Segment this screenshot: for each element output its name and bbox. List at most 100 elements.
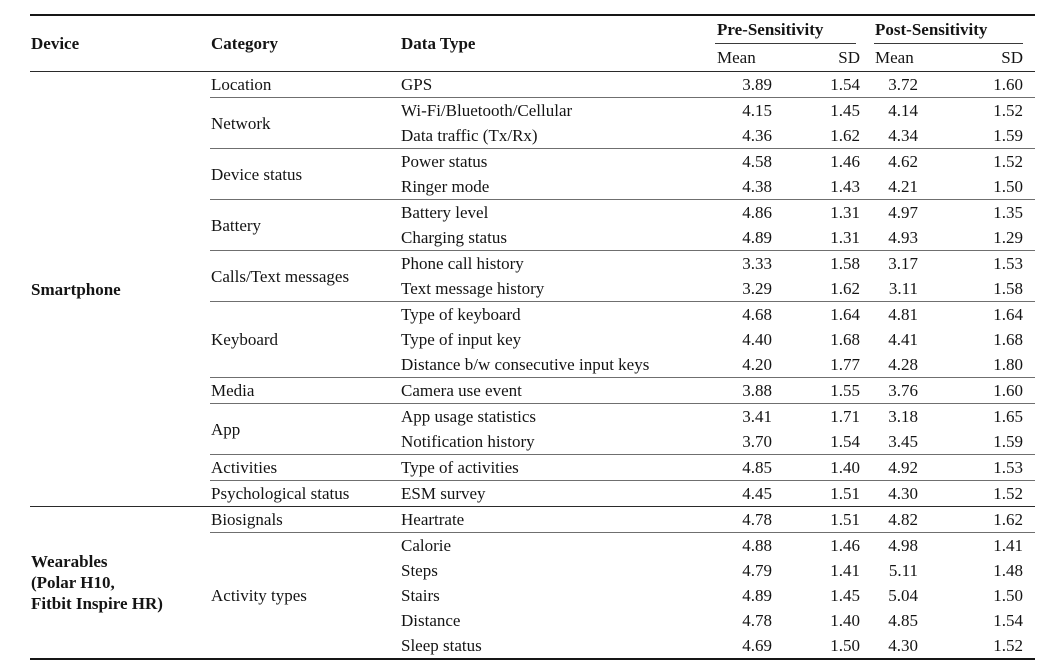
post-mean-cell: 4.85 <box>888 611 918 630</box>
table-row: Device status Power status 4.58 1.46 4.6… <box>30 148 1036 200</box>
post-sd-cell: 1.59 <box>993 126 1024 145</box>
table-row: Sleep status 4.69 1.50 4.30 1.52 <box>30 633 1035 659</box>
pre-sd-cell: 1.41 <box>830 561 860 580</box>
post-mean-cell: 4.34 <box>888 126 918 145</box>
device-label: Wearables <box>31 552 108 571</box>
post-sd-cell: 1.60 <box>993 75 1024 94</box>
post-sd-cell: 1.52 <box>942 480 1036 507</box>
pre-mean-cell: 4.38 <box>742 177 772 196</box>
category-cell: Location <box>211 75 272 94</box>
post-mean-cell: 4.28 <box>888 355 918 374</box>
pre-mean-cell: 3.70 <box>742 432 772 451</box>
pre-sd-cell: 1.62 <box>830 279 860 298</box>
data-type-cell: Phone call history <box>400 250 715 276</box>
pre-sd-cell: 1.62 <box>830 126 860 145</box>
post-mean-cell: 4.41 <box>888 330 918 349</box>
post-mean-cell: 4.92 <box>862 454 942 481</box>
data-type-cell: Calorie <box>400 532 715 558</box>
pre-sd-cell: 1.31 <box>790 199 862 225</box>
table-row: Ringer mode 4.38 1.43 4.21 1.50 <box>30 174 1035 200</box>
post-sd-cell: 1.53 <box>942 250 1036 276</box>
post-mean-cell: 4.21 <box>888 177 918 196</box>
post-mean-cell: 4.30 <box>862 480 942 507</box>
pre-mean-cell: 4.85 <box>715 454 790 481</box>
table-row: Psychological status ESM survey 4.45 1.5… <box>30 480 1036 507</box>
pre-mean-cell: 3.41 <box>715 403 790 429</box>
data-type-cell: GPS <box>401 75 433 94</box>
pre-mean-cell: 4.78 <box>742 611 772 630</box>
pre-sd-cell: 1.40 <box>790 454 862 481</box>
post-mean-cell: 4.98 <box>862 532 942 558</box>
post-sd-cell: 1.50 <box>993 586 1024 605</box>
post-mean-cell: 4.97 <box>862 199 942 225</box>
device-label: Smartphone <box>31 279 121 299</box>
header-post-sensitivity: Post-Sensitivity <box>862 15 1036 44</box>
post-mean-cell: 3.18 <box>862 403 942 429</box>
table-row: Calls/Text messages Phone call history 3… <box>30 250 1036 302</box>
pre-mean-cell: 4.20 <box>742 355 772 374</box>
data-type-cell: Data traffic (Tx/Rx) <box>401 126 538 145</box>
table-row: Distance 4.78 1.40 4.85 1.54 <box>30 608 1035 633</box>
category-cell: Device status <box>210 148 400 200</box>
data-type-cell: Heartrate <box>400 506 715 533</box>
post-sd-cell: 1.80 <box>993 355 1024 374</box>
header-post-mean: Mean <box>862 44 942 72</box>
post-mean-cell: 5.11 <box>888 561 918 580</box>
pre-sd-cell: 1.46 <box>790 148 862 174</box>
category-cell: App <box>210 403 400 455</box>
pre-sd-cell: 1.54 <box>830 75 860 94</box>
post-sd-cell: 1.52 <box>942 148 1036 174</box>
post-mean-cell: 4.14 <box>862 97 942 123</box>
table-row: Data traffic (Tx/Rx) 4.36 1.62 4.34 1.59 <box>30 123 1035 149</box>
pre-mean-cell: 4.89 <box>742 228 772 247</box>
category-cell: Network <box>210 97 400 149</box>
header-row-stats: Mean SD Mean SD <box>30 44 1036 72</box>
data-type-cell: Steps <box>401 561 438 580</box>
category-cell: Media <box>210 377 400 404</box>
pre-sd-cell: 1.50 <box>830 636 860 655</box>
post-sd-cell: 1.62 <box>942 506 1036 533</box>
post-mean-cell: 3.17 <box>862 250 942 276</box>
post-sd-cell: 1.68 <box>993 330 1024 349</box>
header-device: Device <box>30 15 210 72</box>
data-type-cell: Stairs <box>401 586 440 605</box>
header-row-groups: Device Category Data Type Pre-Sensitivit… <box>30 15 1036 72</box>
data-type-cell: Type of activities <box>400 454 715 481</box>
pre-mean-cell: 3.29 <box>742 279 772 298</box>
pre-mean-cell: 4.45 <box>715 480 790 507</box>
pre-sd-cell: 1.55 <box>790 377 862 404</box>
header-pre-mean: Mean <box>715 44 790 72</box>
sensitivity-table: Device Category Data Type Pre-Sensitivit… <box>30 14 1036 660</box>
pre-sd-cell: 1.43 <box>830 177 860 196</box>
table-row: Steps 4.79 1.41 5.11 1.48 <box>30 558 1035 583</box>
post-mean-cell: 4.82 <box>862 506 942 533</box>
category-cell: Psychological status <box>210 480 400 507</box>
data-type-cell: Text message history <box>401 279 545 298</box>
pre-sd-cell: 1.77 <box>830 355 860 374</box>
pre-sd-cell: 1.31 <box>830 228 860 247</box>
device-cell: Wearables (Polar H10, Fitbit Inspire HR) <box>30 506 210 659</box>
data-type-cell: Battery level <box>400 199 715 225</box>
post-sd-cell: 1.65 <box>942 403 1036 429</box>
pre-sd-cell: 1.58 <box>790 250 862 276</box>
pre-mean-cell: 4.40 <box>742 330 772 349</box>
post-sd-cell: 1.60 <box>942 377 1036 404</box>
post-sd-cell: 1.64 <box>942 301 1036 327</box>
header-pre-sd: SD <box>790 44 862 72</box>
header-pre-sensitivity: Pre-Sensitivity <box>715 15 862 44</box>
post-sd-cell: 1.41 <box>942 532 1036 558</box>
pre-sd-cell: 1.71 <box>790 403 862 429</box>
table-header: Device Category Data Type Pre-Sensitivit… <box>30 15 1036 72</box>
data-type-cell: Ringer mode <box>401 177 490 196</box>
pre-sd-cell: 1.40 <box>830 611 860 630</box>
header-post-sd: SD <box>942 44 1036 72</box>
post-mean-cell: 5.04 <box>888 586 918 605</box>
post-sd-cell: 1.54 <box>993 611 1024 630</box>
post-mean-cell: 4.93 <box>888 228 918 247</box>
post-mean-cell: 4.62 <box>862 148 942 174</box>
pre-mean-cell: 4.88 <box>715 532 790 558</box>
pre-sd-cell: 1.51 <box>790 506 862 533</box>
category-cell: Biosignals <box>210 506 400 533</box>
post-mean-cell: 4.30 <box>888 636 918 655</box>
